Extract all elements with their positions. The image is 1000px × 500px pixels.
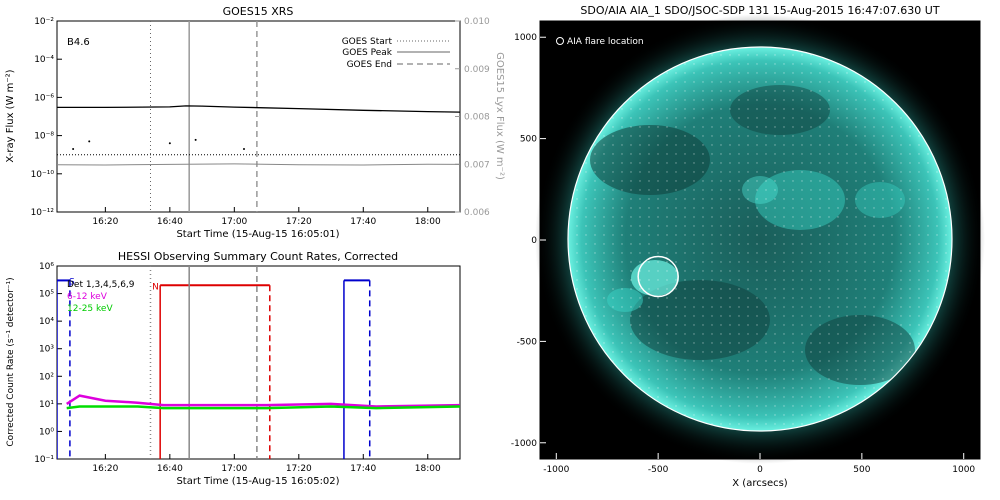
goes-xtick-label: 17:40	[350, 217, 376, 227]
hessi-legend-title: Det 1,3,4,5,6,9	[67, 280, 135, 290]
goes-ytick-label: 10⁻⁴	[34, 55, 54, 65]
hessi-ytick-label: 10⁶	[39, 262, 54, 272]
hessi-panel: HESSI Observing Summary Count Rates, Cor…	[6, 250, 461, 487]
hessi-xtick-label: 17:20	[286, 464, 312, 474]
hessi-xtick-label: 18:00	[415, 464, 441, 474]
aia-ytick-label: 500	[520, 135, 537, 145]
goes-xtick-label: 17:00	[221, 217, 247, 227]
goes-y2tick-label: 0.007	[464, 160, 490, 170]
aia-title: SDO/AIA AIA_1 SDO/JSOC-SDP 131 15-Aug-20…	[580, 4, 939, 17]
hessi-ytick-label: 10⁵	[39, 290, 54, 300]
aia-disk-texture	[568, 47, 952, 431]
goes-panel: GOES15 XRS 10⁻¹² 10⁻¹⁰ 10⁻⁸ 10⁻⁶ 10⁻⁴ 10⁻² 0.…	[5, 5, 505, 240]
goes-xtick-label: 18:00	[415, 217, 441, 227]
hessi-ytick-label: 10⁰	[39, 427, 54, 437]
aia-xtick-label: -500	[648, 465, 669, 475]
hessi-xtick-label: 16:20	[92, 464, 118, 474]
goes-y-axis: 10⁻¹² 10⁻¹⁰ 10⁻⁸ 10⁻⁶ 10⁻⁴ 10⁻²	[31, 17, 62, 218]
aia-x-axis: -1000 -500 0 500 1000	[543, 453, 975, 475]
hessi-flag-label: S	[69, 277, 75, 287]
goes-ytick-label: 10⁻¹⁰	[31, 170, 55, 180]
goes-legend: GOES Start GOES Peak GOES End	[342, 37, 450, 70]
goes-series-line	[57, 163, 460, 166]
aia-limb	[567, 46, 953, 432]
goes-xlabel: Start Time (15-Aug-15 16:05:01)	[176, 229, 339, 240]
goes-xtick-label: 17:20	[286, 217, 312, 227]
goes-x-axis: 16:20 16:40 17:00 17:20 17:40 18:00	[92, 207, 441, 227]
hessi-ytick-label: 10²	[39, 372, 54, 382]
aia-y-axis: 1000 500 0 -500 -1000	[511, 33, 546, 449]
aia-xtick-label: 500	[853, 465, 870, 475]
hessi-title: HESSI Observing Summary Count Rates, Cor…	[118, 250, 398, 263]
hessi-xtick-label: 16:40	[157, 464, 183, 474]
aia-xtick-label: -1000	[543, 465, 569, 475]
goes-ytick-label: 10⁻²	[34, 17, 54, 27]
goes-class-label: B4.6	[67, 37, 90, 48]
goes-ytick-label: 10⁻⁸	[34, 132, 54, 142]
aia-panel: SDO/AIA AIA_1 SDO/JSOC-SDP 131 15-Aug-20…	[511, 4, 985, 489]
aia-ytick-label: 0	[531, 236, 537, 246]
goes-y2-axis: 0.006 0.007 0.008 0.009 0.010	[455, 17, 490, 218]
goes-ytick-label: 10⁻⁶	[34, 93, 54, 103]
goes-xtick-label: 16:40	[157, 217, 183, 227]
goes-plot-frame	[56, 20, 461, 213]
aia-ytick-label: -1000	[511, 439, 537, 449]
hessi-x-axis: 16:20 16:40 17:00 17:20 17:40 18:00	[92, 454, 441, 474]
goes-scatter-point	[88, 140, 91, 143]
hessi-y-axis: 10⁻¹ 10⁰ 10¹ 10² 10³ 10⁴ 10⁵ 10⁶	[34, 262, 62, 465]
hessi-xtick-label: 17:00	[221, 464, 247, 474]
hessi-ytick-label: 10³	[39, 345, 54, 355]
aia-ytick-label: 1000	[514, 33, 537, 43]
hessi-legend: Det 1,3,4,5,6,9 6-12 keV 12-25 keV	[67, 280, 135, 314]
goes-ytick-label: 10⁻¹²	[31, 208, 55, 218]
hessi-series-line	[66, 394, 460, 408]
hessi-series	[66, 394, 460, 410]
goes-y2tick-label: 0.010	[464, 17, 490, 27]
hessi-xtick-label: 17:40	[350, 464, 376, 474]
hessi-plot-frame	[56, 265, 461, 460]
hessi-flag-label: N	[152, 282, 159, 292]
hessi-legend-12-25: 12-25 keV	[67, 304, 113, 314]
hessi-xlabel: Start Time (15-Aug-15 16:05:02)	[176, 476, 339, 487]
aia-flare-location-circle	[637, 255, 679, 298]
goes-title: GOES15 XRS	[223, 5, 294, 18]
legend-goes-end-label: GOES End	[347, 60, 392, 70]
goes-y2tick-label: 0.009	[464, 65, 490, 75]
hessi-series-line	[66, 405, 460, 410]
goes-scatter-point	[72, 147, 75, 150]
aia-legend-label: AIA flare location	[567, 37, 644, 47]
hessi-ylabel: Corrected Count Rate (s⁻¹ detector⁻¹)	[6, 277, 16, 446]
goes-ylabel: X-ray Flux (W m⁻²)	[5, 69, 16, 162]
goes-scatter-point	[242, 147, 245, 150]
goes-scatter-point	[168, 142, 171, 145]
goes-time-markers	[149, 21, 258, 212]
goes-series	[57, 105, 460, 166]
hessi-time-markers	[149, 266, 258, 459]
goes-y2label: GOES15 Lyx Flux (W m⁻²)	[494, 52, 505, 180]
hessi-ytick-label: 10¹	[39, 400, 54, 410]
hessi-ytick-label: 10⁻¹	[34, 455, 54, 465]
goes-scatter-point	[194, 138, 197, 141]
legend-goes-peak-label: GOES Peak	[342, 48, 392, 58]
goes-xtick-label: 16:20	[92, 217, 118, 227]
goes-y2tick-label: 0.006	[464, 208, 490, 218]
goes-series-line	[57, 105, 460, 113]
aia-xtick-label: 1000	[952, 465, 975, 475]
aia-xlabel: X (arcsecs)	[732, 478, 788, 489]
legend-goes-start-label: GOES Start	[342, 37, 393, 47]
hessi-ytick-label: 10⁴	[39, 317, 54, 327]
hessi-legend-6-12: 6-12 keV	[67, 292, 108, 302]
aia-ytick-label: -500	[517, 337, 538, 347]
aia-legend-symbol	[556, 37, 564, 45]
aia-xtick-label: 0	[757, 465, 763, 475]
goes-y2tick-label: 0.008	[464, 113, 490, 123]
